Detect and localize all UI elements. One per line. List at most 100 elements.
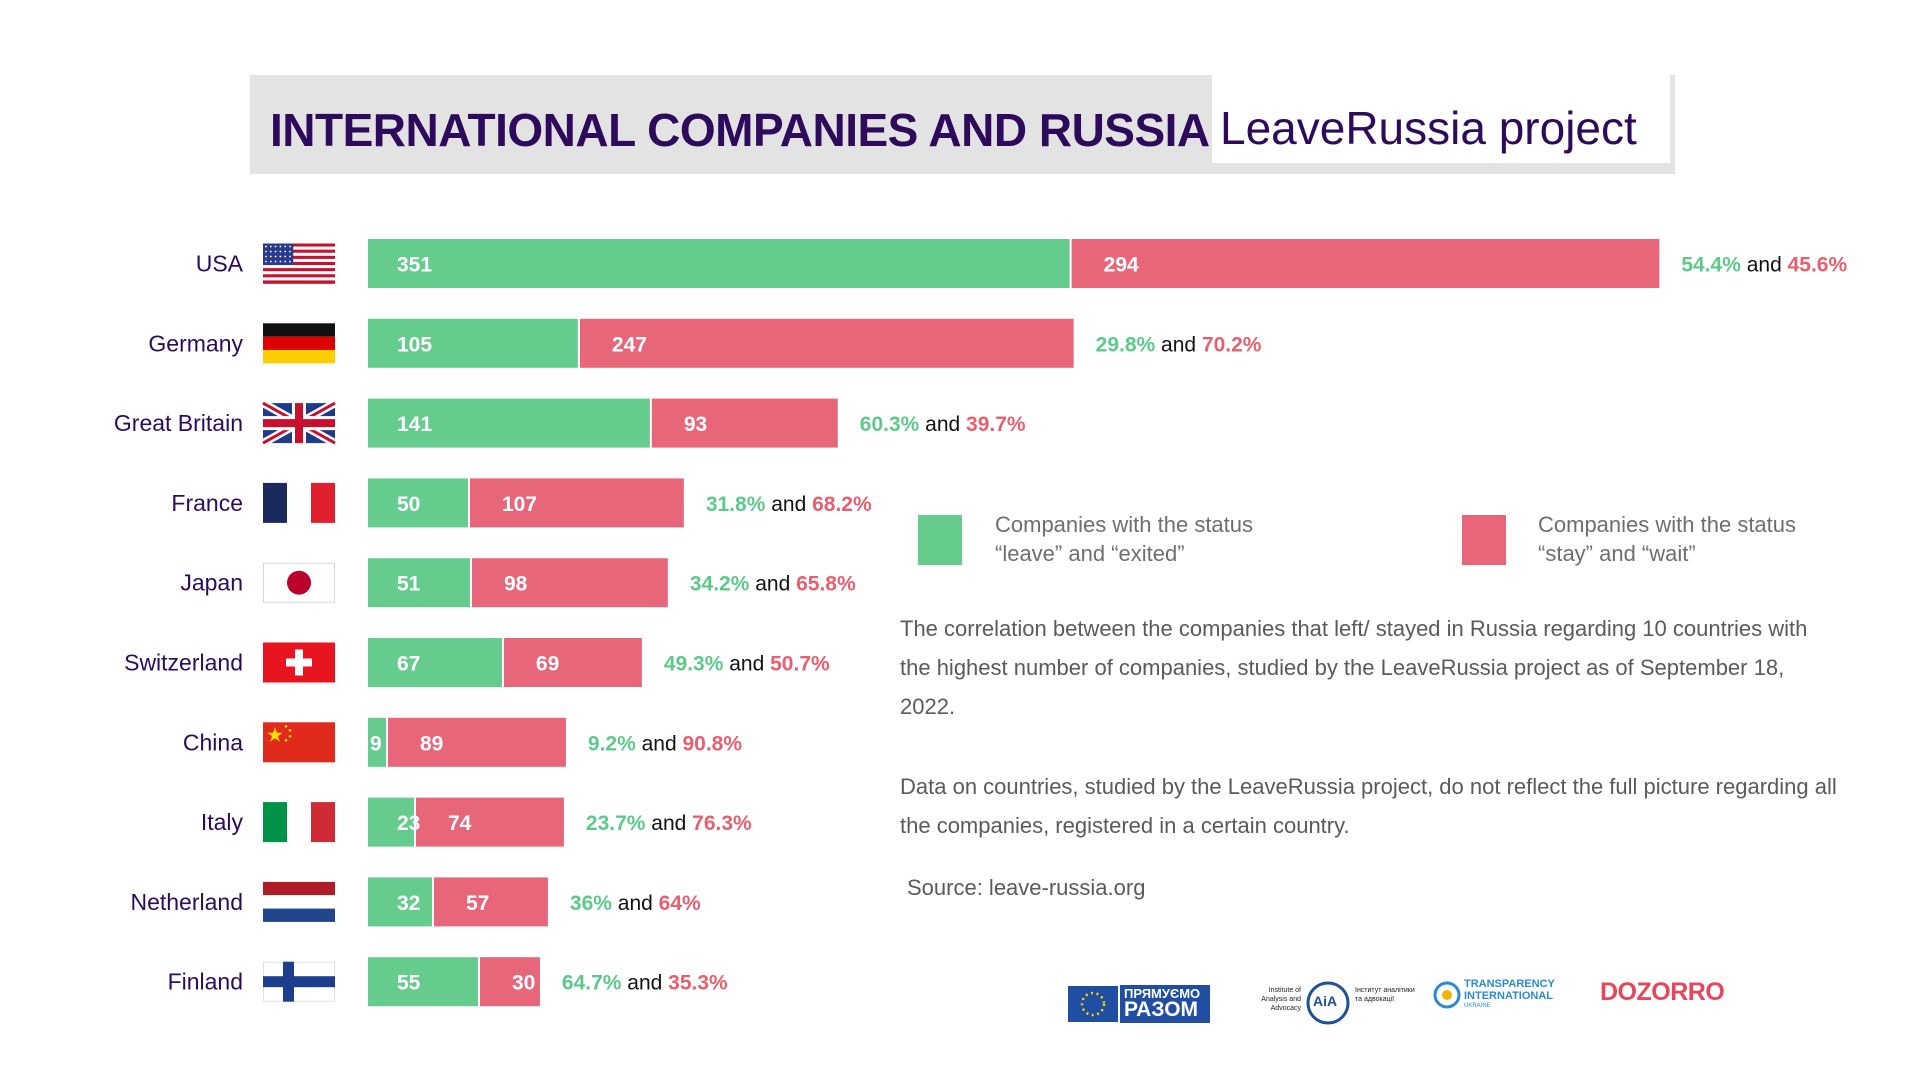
title-subtitle-box <box>1212 75 1670 163</box>
percentage-connector: and <box>636 732 683 755</box>
value-label-stay-great-britain: 93 <box>684 413 707 436</box>
netherlands-flag-icon <box>263 881 335 922</box>
japan-flag-icon <box>263 562 335 603</box>
source-line: Source: leave-russia.org <box>907 875 1146 900</box>
category-label-japan: Japan <box>180 570 243 596</box>
percentage-connector: and <box>1155 333 1202 356</box>
value-label-stay-netherland: 57 <box>466 892 489 915</box>
usa-flag-icon <box>263 243 335 284</box>
percentage-leave-usa: 54.4% <box>1681 254 1741 277</box>
legend-swatch-stay <box>1462 515 1506 565</box>
percentage-stay-netherland: 64% <box>659 892 701 915</box>
percentage-connector: and <box>765 493 812 516</box>
category-label-italy: Italy <box>201 809 244 835</box>
note-correlation: The correlation between the companies th… <box>900 616 1808 719</box>
percentage-connector: and <box>1741 254 1788 277</box>
bar-leave-great-britain <box>368 398 650 448</box>
percentage-connector: and <box>919 413 966 436</box>
percentage-leave-netherland: 36% <box>570 892 612 915</box>
germany-flag-icon <box>263 323 335 364</box>
finland-flag-icon <box>263 961 335 1002</box>
percentage-stay-france: 68.2% <box>812 493 872 516</box>
percentage-stay-usa: 45.6% <box>1788 254 1848 277</box>
eu-flag-icon <box>1068 986 1118 1022</box>
bar-leave-switzerland <box>368 638 502 687</box>
percentage-leave-finland: 64.7% <box>562 972 622 995</box>
value-label-stay-finland: 30 <box>512 972 535 995</box>
percentage-stay-finland: 35.3% <box>668 972 728 995</box>
percentage-label-japan: 34.2% and 65.8% <box>690 573 856 596</box>
value-label-leave-great-britain: 141 <box>397 413 432 436</box>
percentage-label-finland: 64.7% and 35.3% <box>562 972 728 995</box>
percentage-connector: and <box>645 812 692 835</box>
bar-stay-germany <box>579 318 1074 368</box>
bar-stay-china <box>387 717 566 767</box>
bar-stay-usa <box>1071 239 1660 288</box>
category-label-germany: Germany <box>148 330 243 356</box>
bar-stay-italy <box>415 797 564 847</box>
category-label-france: France <box>171 490 243 516</box>
percentage-label-netherland: 36% and 64% <box>570 892 701 915</box>
legend-label-stay: Companies with the status “stay” and “wa… <box>1538 510 1796 568</box>
percentage-label-china: 9.2% and 90.8% <box>588 732 742 755</box>
percentage-leave-japan: 34.2% <box>690 573 750 596</box>
percentage-stay-germany: 70.2% <box>1202 333 1262 356</box>
value-label-leave-switzerland: 67 <box>397 653 420 676</box>
legend-label-leave-line1: Companies with the status <box>995 512 1254 537</box>
pryamuemo-text: ПРЯМУЄМО <box>1124 986 1201 1001</box>
dozorro-logo: DOZORRO <box>1600 978 1725 1006</box>
aia-mark-icon <box>1306 981 1350 1025</box>
bar-stay-finland <box>479 957 540 1007</box>
value-label-leave-usa: 351 <box>397 254 432 277</box>
category-label-switzerland: Switzerland <box>124 650 243 676</box>
value-label-stay-switzerland: 69 <box>536 653 559 676</box>
bar-stay-france <box>469 478 684 528</box>
percentage-stay-switzerland: 50.7% <box>770 653 830 676</box>
ti-text-2: INTERNATIONAL <box>1464 990 1554 1002</box>
legend-label-stay-line1: Companies with the status <box>1538 512 1797 537</box>
percentage-stay-great-britain: 39.7% <box>966 413 1026 436</box>
value-label-stay-usa: 294 <box>1104 254 1139 277</box>
percentage-leave-switzerland: 49.3% <box>664 653 724 676</box>
great-britain-flag-icon <box>261 399 337 447</box>
italy-flag-icon <box>263 802 335 843</box>
category-label-netherland: Netherland <box>130 889 243 915</box>
category-label-finland: Finland <box>168 969 243 995</box>
bar-stay-great-britain <box>651 398 838 448</box>
bar-leave-china <box>368 717 386 767</box>
percentage-label-france: 31.8% and 68.2% <box>706 493 872 516</box>
iaa-left-text: Institute of Analysis and Advocacy <box>1261 987 1301 1012</box>
page-title: INTERNATIONAL COMPANIES AND RUSSIA: <box>270 104 1225 156</box>
ti-text-1: TRANSPARENCY <box>1464 978 1555 990</box>
category-label-great-britain: Great Britain <box>114 410 243 436</box>
percentage-label-switzerland: 49.3% and 50.7% <box>664 653 830 676</box>
percentage-leave-great-britain: 60.3% <box>860 413 920 436</box>
value-label-stay-china: 89 <box>420 732 443 755</box>
iaa-mark-text: AiA <box>1313 993 1338 1009</box>
category-label-usa: USA <box>196 251 244 277</box>
value-label-leave-france: 50 <box>397 493 420 516</box>
percentage-stay-china: 90.8% <box>682 732 742 755</box>
value-label-leave-china: 9 <box>370 732 382 755</box>
percentage-connector: and <box>723 653 770 676</box>
value-label-stay-france: 107 <box>502 493 537 516</box>
percentage-connector: and <box>612 892 659 915</box>
bar-leave-germany <box>368 318 578 368</box>
value-label-leave-netherland: 32 <box>397 892 420 915</box>
bar-leave-italy <box>368 797 414 847</box>
ti-text-3: UKRAINE <box>1464 1003 1491 1009</box>
value-label-leave-finland: 55 <box>397 972 421 995</box>
percentage-label-italy: 23.7% and 76.3% <box>586 812 752 835</box>
value-label-leave-japan: 51 <box>397 573 421 596</box>
bar-stay-netherland <box>433 877 548 927</box>
switzerland-flag-icon <box>263 642 335 683</box>
note-disclaimer: Data on countries, studied by the LeaveR… <box>900 774 1837 838</box>
bar-leave-netherland <box>368 877 432 927</box>
percentage-leave-italy: 23.7% <box>586 812 646 835</box>
percentage-label-germany: 29.8% and 70.2% <box>1096 333 1262 356</box>
page-subtitle: LeaveRussia project <box>1220 102 1637 154</box>
bar-leave-usa <box>368 239 1070 288</box>
razom-text: РАЗОМ <box>1124 998 1199 1021</box>
bar-leave-japan <box>368 558 470 608</box>
